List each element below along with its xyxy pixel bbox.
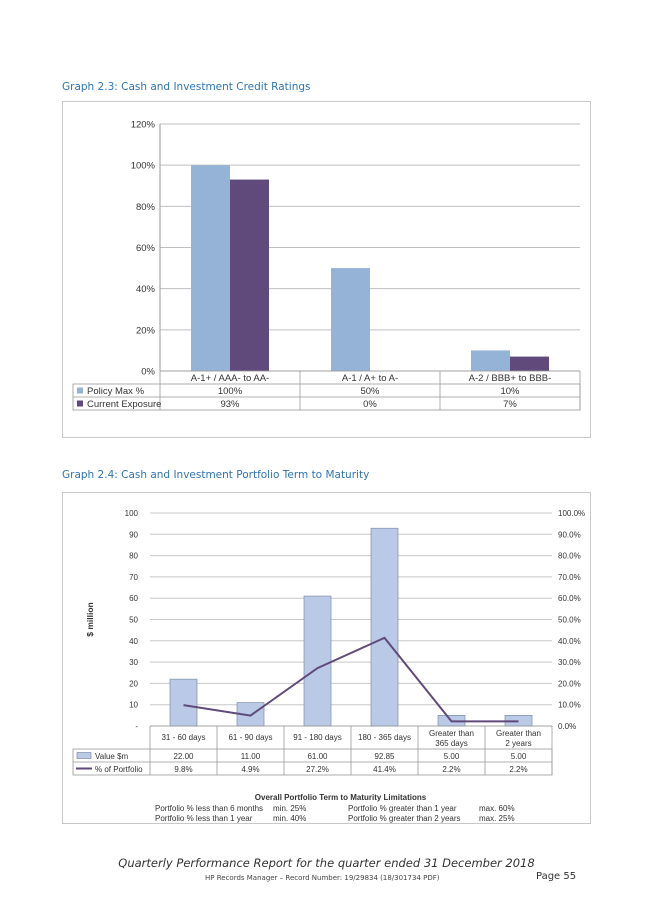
limitations-cell: max. 25% [479,814,515,823]
limitations-cell: max. 60% [479,804,515,813]
data-label: 27.2% [306,765,329,774]
limitations-cell: Portfolio % greater than 2 years [348,814,461,823]
limitations-cell: Portfolio % less than 1 year [155,814,253,823]
y-tick-label: 0% [141,367,155,378]
limitations-title: Overall Portfolio Term to Maturity Limit… [255,793,427,802]
legend-label: Value $m [95,752,129,761]
data-label: 7% [503,399,517,410]
limitations-cell: min. 25% [273,804,306,813]
category-label: 31 - 60 days [161,733,205,742]
y-tick-label: 40% [136,284,156,295]
legend-swatch [77,387,83,394]
bar-1 [510,356,549,371]
data-label: 4.9% [241,765,259,774]
y-tick-label: 70 [129,573,138,582]
bar-1 [230,179,269,371]
y-tick-label: 90 [129,530,138,539]
category-label: A-2 / BBB+ to BBB- [469,373,552,384]
y-tick-label: 10 [129,701,138,710]
y-tick-label: 80 [129,552,138,561]
category-label-cont: 2 years [505,739,531,748]
data-label: 5.00 [511,752,527,761]
y-tick-label: 100 [125,509,139,518]
legend-label: Policy Max % [87,386,145,397]
y-tick-label: 60 [129,594,138,603]
bar-0 [331,268,370,371]
data-label: 93% [220,399,240,410]
chart-term-to-maturity: - 10 20 30 40 50 60 70 80 90 100 0.0% 10.0% 20.0% 30.0… [62,492,591,824]
category-label: Greater than [496,729,541,738]
category-label-cont: 365 days [435,739,467,748]
y2-tick-label: 40.0% [558,637,581,646]
data-label: 22.00 [173,752,194,761]
y-tick-label: 30 [129,658,138,667]
y2-tick-label: 50.0% [558,616,581,625]
bar-0 [471,350,510,371]
legend-swatch [77,400,83,407]
y2-tick-label: 0.0% [558,722,576,731]
data-label: 61.00 [307,752,328,761]
data-label: 50% [360,386,380,397]
y-tick-label: 40 [129,637,138,646]
y2-tick-label: 10.0% [558,701,581,710]
y-tick-label: 80% [136,202,156,213]
y-tick-label: 60% [136,243,156,254]
graph-2-4-title: Graph 2.4: Cash and Investment Portfolio… [62,469,370,481]
bar-value [169,678,198,727]
y2-tick-label: 20.0% [558,679,581,688]
category-label: 91 - 180 days [293,733,341,742]
y-tick-label: 20 [129,679,138,688]
bar-value [303,595,332,727]
limitations-cell: Portfolio % less than 6 months [155,804,263,813]
limitations-cell: min. 40% [273,814,306,823]
data-label: 11.00 [241,752,261,761]
y-tick-label: 20% [136,325,156,336]
y-tick-label: 120% [131,120,156,131]
page-number: Page 55 [536,871,577,882]
legend-label: Current Exposure [87,399,161,410]
data-label: 92.85 [374,752,395,761]
legend-swatch [76,752,92,759]
category-label: 61 - 90 days [228,733,272,742]
series-line-portfolio [183,636,519,723]
y2-tick-label: 90.0% [558,530,581,539]
data-label: 100% [218,386,243,397]
graph-2-3-title: Graph 2.3: Cash and Investment Credit Ra… [62,81,311,93]
y2-tick-label: 30.0% [558,658,581,667]
y-tick-label: 100% [131,161,156,172]
footer-record-number: HP Records Manager – Record Number: 19/2… [205,874,440,882]
y2-tick-label: 60.0% [558,594,581,603]
category-label: A-1 / A+ to A- [342,373,398,384]
chart-term-to-maturity-svg: - 10 20 30 40 50 60 70 80 90 100 0.0% 10.0% 20.0% 30.0… [72,509,585,823]
data-label: 41.4% [373,765,396,774]
data-label: 9.8% [174,765,192,774]
y-tick-label: - [135,722,138,731]
data-label: 5.00 [444,752,460,761]
legend-label: % of Portfolio [95,765,143,774]
bar-0 [191,165,230,371]
y-tick-label: 50 [129,616,138,625]
category-label: A-1+ / AAA- to AA- [191,373,269,384]
data-label: 0% [363,399,377,410]
data-label: 10% [500,386,520,397]
y2-tick-label: 70.0% [558,573,581,582]
limitations-cell: Portfolio % greater than 1 year [348,804,457,813]
footer-report-title: Quarterly Performance Report for the qua… [118,856,535,870]
data-label: 2.2% [509,765,527,774]
data-label: 2.2% [442,765,460,774]
y-axis-title: $ million [85,602,95,636]
y2-tick-label: 100.0% [558,509,585,518]
category-label: 180 - 365 days [358,733,411,742]
chart-credit-ratings: 0% 20% 40% 60% 80% 100% 120% A-1+ / AAA- to AA-… [62,101,591,438]
bar-value [370,527,399,727]
chart-credit-ratings-svg: 0% 20% 40% 60% 80% 100% 120% A-1+ / AAA- to AA-… [72,120,581,411]
category-label: Greater than [429,729,474,738]
y2-tick-label: 80.0% [558,552,581,561]
